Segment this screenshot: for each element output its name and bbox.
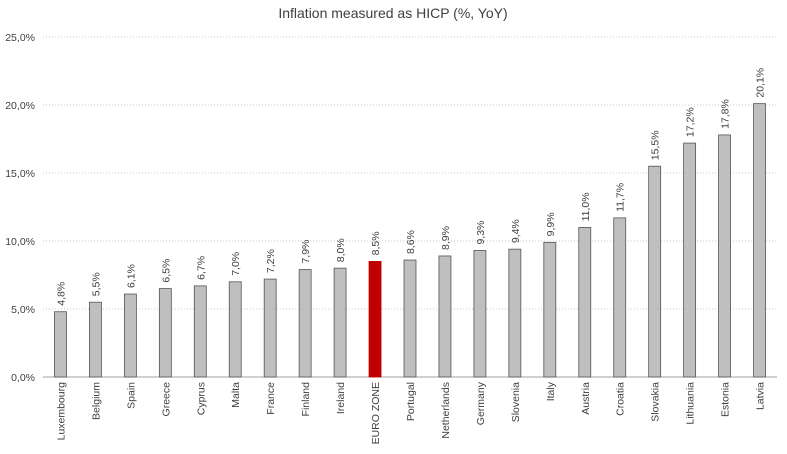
category-label: Greece [160,382,172,417]
category-label: Portugal [405,382,417,421]
category-label: Estonia [720,382,732,417]
data-label: 9,4% [510,219,522,243]
y-tick-label: 10,0% [5,236,35,248]
category-label: EURO ZONE [370,382,382,444]
data-label: 17,8% [720,99,732,129]
data-label: 8,5% [370,231,382,255]
bar [158,288,172,378]
y-tick-label: 5,0% [11,304,35,316]
data-label: 6,7% [195,256,207,280]
y-tick-label: 20,0% [5,100,35,112]
category-label: Austria [580,382,592,415]
bar [718,134,731,378]
bar [228,281,242,378]
category-label: Lithuania [685,382,697,425]
category-label: Finland [300,382,312,417]
bar [473,250,487,378]
y-axis-ticks: 0,0% 5,0% 10,0% 15,0% 20,0% 25,0% [5,32,35,384]
category-label: Netherlands [440,382,452,439]
bar [333,267,347,378]
bar [123,293,137,378]
category-label: Cyprus [195,382,207,415]
bar [613,217,627,378]
bar [578,226,592,378]
category-label: Ireland [335,382,347,414]
category-label: Slovakia [650,382,662,422]
category-label: France [265,382,277,415]
chart-title: Inflation measured as HICP (%, YoY) [278,5,507,21]
data-label: 6,5% [160,259,172,283]
bar [683,142,697,378]
data-label: 7,2% [265,249,277,273]
bar [193,285,207,378]
data-label: 8,9% [440,226,452,250]
data-label: 17,2% [685,107,697,137]
category-label: Luxembourg [55,382,67,441]
bar [508,248,522,378]
category-label: Belgium [90,382,102,420]
bar [263,278,277,378]
data-label: 4,8% [55,282,67,306]
y-tick-label: 0,0% [11,372,35,384]
category-label: Slovenia [510,382,522,422]
y-tick-label: 25,0% [5,32,35,44]
bar [543,241,557,378]
y-tick-label: 15,0% [5,168,35,180]
category-label: Malta [230,382,242,408]
data-label: 20,1% [755,68,767,98]
category-label: Germany [475,381,487,425]
bar [403,259,417,378]
bar [368,260,382,378]
bar [753,103,766,378]
data-label: 5,5% [90,272,102,296]
data-label: 7,9% [300,240,312,264]
data-label: 8,6% [405,230,417,254]
bars [54,103,766,378]
bar [438,255,452,378]
bar [648,165,662,378]
data-label: 15,5% [650,130,662,160]
data-label: 11,7% [615,183,627,212]
data-label: 6,1% [125,264,137,288]
data-label: 9,3% [475,221,487,245]
x-axis-categories: Luxembourg Belgium Spain Greece Cyprus Malta F… [55,381,766,444]
bar [298,269,312,378]
bar [89,301,102,378]
data-labels: 4,8% 5,5% 6,1% 6,5% 6,7% 7,0% 7,2% 7,9% 8,0% 8,5%… [55,68,766,306]
category-label: Italy [545,381,557,401]
data-label: 11,0% [580,192,592,221]
bar [54,311,67,378]
data-label: 8,0% [335,238,347,262]
data-label: 7,0% [230,252,242,276]
category-label: Croatia [615,382,627,416]
data-label: 9,9% [545,212,557,236]
category-label: Latvia [755,382,767,410]
category-label: Spain [125,382,137,409]
